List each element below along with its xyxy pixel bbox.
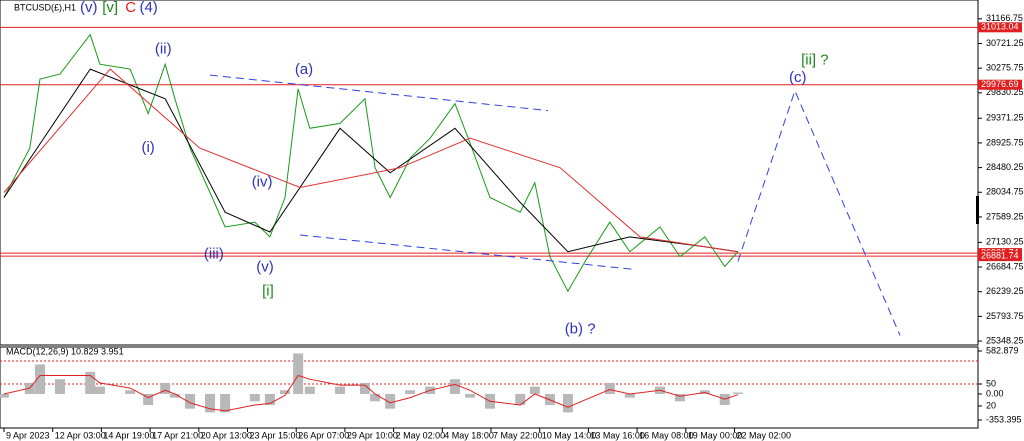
chart-title: BTCUSD(£),H1 <box>14 2 76 12</box>
macd-bar <box>465 393 476 398</box>
y-tick-label: 27130.25 <box>986 237 1024 247</box>
price-line <box>3 33 739 293</box>
wave-label: (i) <box>141 139 154 156</box>
x-tick-label: 19 May 00:00 <box>688 430 743 440</box>
x-tick-label: 13 May 16:00 <box>590 430 645 440</box>
wave-label: (ii) <box>155 40 172 57</box>
macd-pane <box>0 346 979 429</box>
x-tick-label: 22 May 02:00 <box>737 430 792 440</box>
x-tick-label: 26 Apr 07:00 <box>298 430 349 440</box>
wave-label: [v] <box>102 0 118 16</box>
macd-bar <box>125 390 136 394</box>
macd-bar <box>35 364 46 394</box>
macd-signal <box>3 374 739 412</box>
y-tick-label: 25348.25 <box>986 335 1024 345</box>
macd-bar <box>143 393 154 406</box>
y-tick-label: 29371.25 <box>986 113 1024 123</box>
y-tick-label: 28480.25 <box>986 162 1024 172</box>
x-tick-label: 9 Apr 2023 <box>6 430 50 440</box>
macd-bar <box>264 393 275 406</box>
macd-bar <box>359 382 370 394</box>
macd-bar <box>169 393 180 398</box>
y-tick-label: 26239.25 <box>986 286 1024 296</box>
macd-bar <box>249 393 260 402</box>
macd-y-tick-label: 0.00 <box>986 388 1004 398</box>
wave-label: (4) <box>139 0 157 16</box>
wave-projection <box>209 74 549 112</box>
y-tick-label: 29830.25 <box>986 87 1024 97</box>
macd-y-tick-label: 582.879 <box>986 345 1019 355</box>
macd-bar <box>279 390 290 394</box>
macd-bar <box>624 393 635 398</box>
wave-label: (v) <box>80 0 98 16</box>
macd-bar <box>94 386 105 394</box>
x-tick-label: 29 Apr 10:00 <box>347 430 398 440</box>
x-tick-label: 16 May 08:00 <box>639 430 694 440</box>
wave-label: (iii) <box>204 246 224 263</box>
x-tick-label: 10 May 14:00 <box>542 430 597 440</box>
macd-title: MACD(12,26,9) 10.829 3.951 <box>6 346 124 356</box>
price-tag <box>978 251 1022 262</box>
scroll-marker <box>976 196 979 224</box>
price-tag <box>978 79 1022 90</box>
y-tick-label: 31166.75 <box>986 13 1023 23</box>
price-line <box>3 68 738 253</box>
macd-bar <box>205 393 216 413</box>
price-tag-label: 26881.74 <box>981 250 1019 260</box>
macd-bar <box>85 371 96 394</box>
wave-projection <box>300 234 636 270</box>
x-tick-label: 2 May 02:00 <box>396 430 446 440</box>
macd-bar <box>562 393 573 413</box>
wave-label: (v) <box>256 258 274 275</box>
macd-bar <box>385 393 396 409</box>
y-tick-label: 28034.75 <box>986 187 1024 197</box>
wave-label: [ii] ? <box>801 51 829 68</box>
y-tick-label: 30721.25 <box>986 38 1024 48</box>
y-tick-label: 25793.75 <box>986 311 1024 321</box>
price-tag-label: 31013.04 <box>981 22 1019 32</box>
wave-label: C <box>125 0 136 16</box>
y-tick-label: 26684.75 <box>986 261 1024 271</box>
price-tag-label: 29976.69 <box>981 79 1019 89</box>
x-tick-label: 12 Apr 03:00 <box>55 430 106 440</box>
x-tick-label: 23 Apr 15:00 <box>250 430 301 440</box>
macd-bar <box>515 393 526 406</box>
y-tick-label: 27589.25 <box>986 211 1024 221</box>
price-pane <box>0 0 979 346</box>
x-tick-label: 7 May 22:00 <box>493 430 543 440</box>
y-tick-label: 28925.75 <box>986 137 1024 147</box>
x-tick-label: 4 May 18:00 <box>444 430 494 440</box>
wave-label: (a) <box>295 61 313 78</box>
macd-bar <box>304 386 315 394</box>
macd-bar <box>405 390 416 394</box>
macd-bar <box>160 382 171 394</box>
macd-bar <box>604 382 615 394</box>
macd-bar <box>0 393 9 398</box>
macd-bar <box>370 393 381 402</box>
macd-bar <box>220 393 231 413</box>
macd-bar <box>335 386 346 394</box>
macd-y-tick-label: 50 <box>986 378 996 388</box>
x-tick-label: 17 Apr 21:00 <box>152 430 203 440</box>
y-tick-label: 30275.75 <box>986 63 1024 73</box>
wave-projection <box>737 89 901 336</box>
macd-bar <box>293 353 304 394</box>
wave-label: [i] <box>262 282 274 299</box>
macd-bar <box>185 393 196 409</box>
macd-bar <box>529 386 540 394</box>
price-tag <box>978 22 1022 33</box>
wave-label: (iv) <box>252 174 273 191</box>
wave-label: (c) <box>789 69 807 86</box>
macd-bar <box>674 393 685 402</box>
macd-bar <box>732 392 743 394</box>
macd-bar <box>449 379 460 394</box>
price-line <box>3 68 738 253</box>
macd-y-tick-label: -353.395 <box>986 414 1022 424</box>
x-tick-label: 20 Apr 13:00 <box>201 430 252 440</box>
macd-y-tick-label: 20 <box>986 400 996 410</box>
x-tick-label: 14 Apr 19:00 <box>103 430 154 440</box>
macd-bar <box>55 379 66 394</box>
wave-label: (b) ? <box>565 321 596 338</box>
